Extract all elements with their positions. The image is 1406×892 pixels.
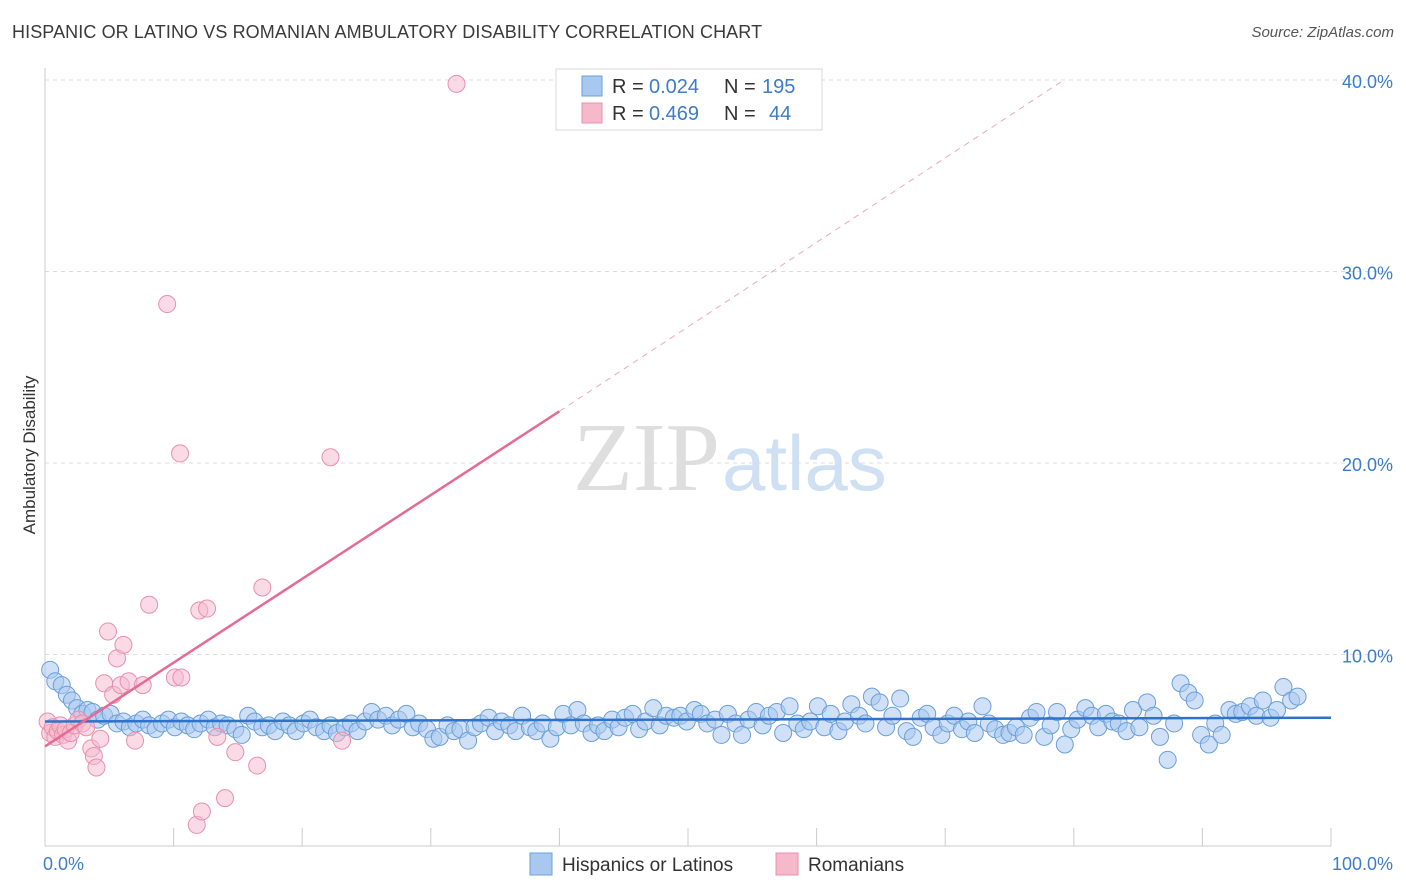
romanian-point-34 [192,802,211,821]
y-axis-title: Ambulatory Disability [20,375,39,534]
romanian-point-19 [99,622,118,641]
hispanic-point-185 [1288,687,1307,706]
romanian-point-31 [172,668,191,687]
romanian-point-41 [321,448,340,467]
romanian-point-23 [114,635,133,654]
hispanic-point-104 [733,725,752,744]
legend-n-label-1: N = [724,76,756,98]
watermark-atlas: atlas [722,419,887,507]
hispanic-point-170 [1185,691,1204,710]
series-hispanics-points [41,660,1307,769]
y-tick-label-10: 10.0% [1342,647,1393,667]
legend-r-label-2: R = [612,103,644,125]
legend-r-label-1: R = [612,76,644,98]
legend-r-value-2: 0.469 [649,103,699,125]
trend-lines [44,81,1332,748]
hispanic-point-166 [1158,750,1177,769]
bottom-legend: Hispanics or Latinos Romanians [529,852,904,876]
legend-n-value-1: 195 [762,76,795,98]
legend-n-label-2: N = [724,103,756,125]
bottom-legend-swatch-pink [775,852,799,876]
hispanic-trend-line [44,716,1332,723]
legend-n-value-2: 44 [769,103,791,125]
hispanic-point-151 [1055,735,1074,754]
hispanic-point-139 [973,697,992,716]
hispanic-point-126 [883,706,902,725]
hispanic-point-124 [870,693,889,712]
hispanic-point-180 [1253,691,1272,710]
hispanic-point-31 [232,725,251,744]
romanian-point-38 [226,743,245,762]
legend: R = 0.024 N = 195 R = 0.469 N = 44 [555,68,823,131]
y-tick-label-30: 30.0% [1342,264,1393,284]
hispanic-point-172 [1199,735,1218,754]
hispanic-point-165 [1150,727,1169,746]
gridlines [45,79,1392,655]
hispanic-point-150 [1048,702,1067,721]
romanian-point-35 [198,599,217,618]
hispanic-point-129 [904,727,923,746]
romanian-point-16 [87,758,106,777]
hispanic-point-101 [712,725,731,744]
romanian-point-37 [216,789,235,808]
legend-r-value-1: 0.024 [649,76,699,98]
source-label: Source: ZipAtlas.com [1251,24,1394,41]
hispanic-point-138 [965,724,984,743]
tick-labels: 10.0% 20.0% 30.0% 40.0% 0.0% 100.0% [43,72,1393,874]
romanian-trend-extension [559,81,1062,412]
hispanic-point-183 [1274,678,1293,697]
watermark-zip: ZIP [573,404,720,512]
bottom-legend-label-hispanics: Hispanics or Latinos [562,855,733,876]
romanian-point-42 [333,731,352,750]
hispanic-point-122 [856,714,875,733]
bottom-legend-swatch-blue [529,852,553,876]
hispanic-point-162 [1130,718,1149,737]
bottom-legend-label-romanians: Romanians [808,855,904,876]
romanian-point-17 [91,729,110,748]
romanian-point-25 [126,731,145,750]
x-tick-label-max: 100.0% [1332,854,1393,874]
hispanic-point-111 [780,697,799,716]
hispanic-point-127 [891,689,910,708]
romanian-trend-line [44,410,561,748]
legend-swatch-blue [581,75,603,97]
romanian-point-30 [171,444,190,463]
legend-swatch-pink [581,102,603,124]
romanian-point-39 [248,756,267,775]
hispanic-point-147 [1027,702,1046,721]
x-tick-label-min: 0.0% [43,854,84,874]
hispanic-point-110 [774,724,793,743]
romanian-point-28 [158,295,177,314]
romanian-point-36 [208,727,227,746]
romanian-point-27 [140,595,159,614]
hispanic-point-164 [1144,706,1163,725]
chart-title: HISPANIC OR LATINO VS ROMANIAN AMBULATOR… [12,22,763,42]
y-tick-label-40: 40.0% [1342,72,1393,92]
y-tick-label-20: 20.0% [1342,455,1393,475]
hispanic-point-174 [1212,725,1231,744]
romanian-point-40 [253,578,272,597]
hispanic-point-145 [1014,725,1033,744]
romanian-point-43 [447,74,466,93]
